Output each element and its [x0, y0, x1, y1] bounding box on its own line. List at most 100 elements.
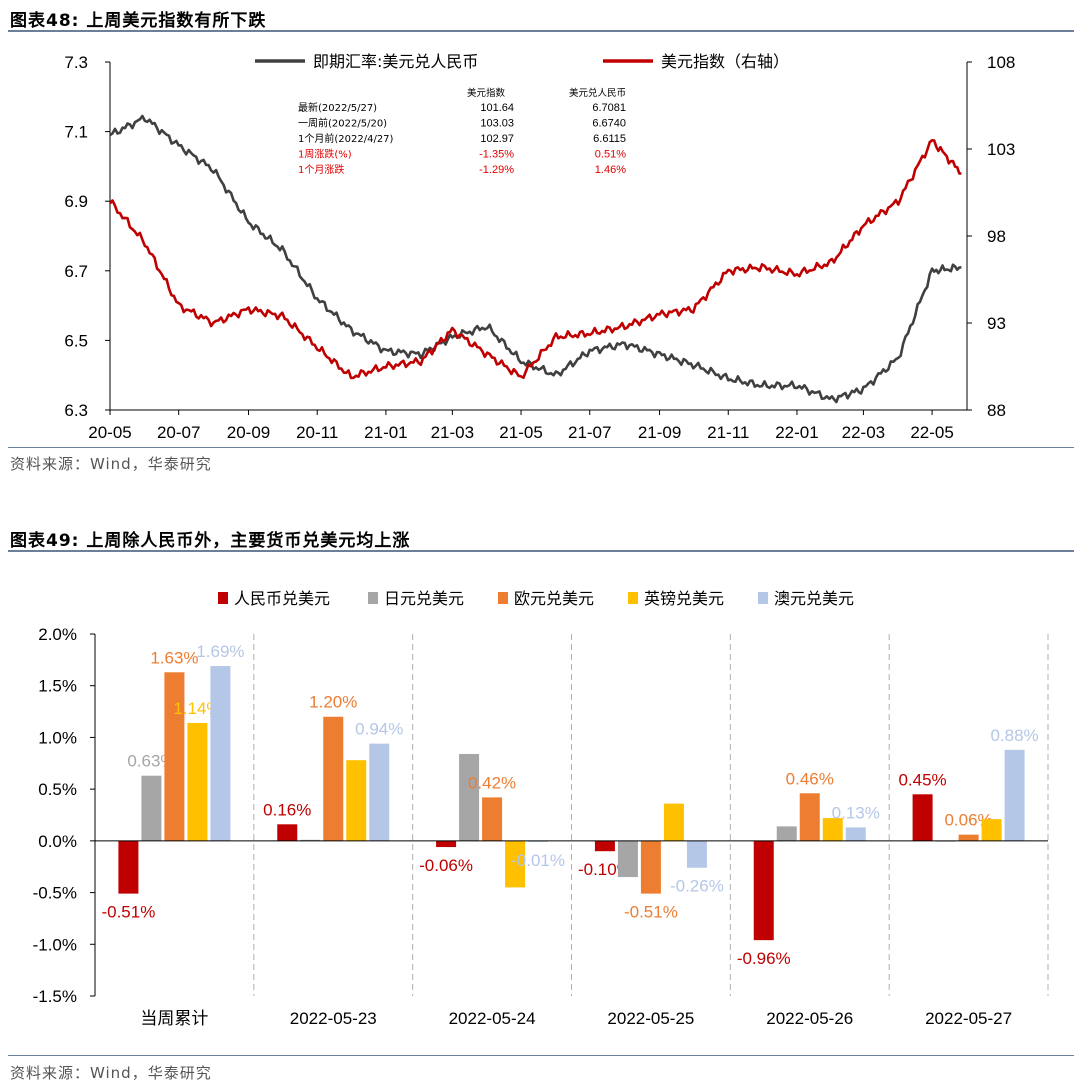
- y-tick-label: 2.0%: [38, 625, 77, 644]
- left-tick-label: 6.9: [64, 192, 88, 211]
- left-tick-label: 6.5: [64, 331, 88, 350]
- x-tick-label: 20-07: [157, 423, 200, 442]
- bar: [640, 840, 661, 894]
- bar: [776, 826, 797, 841]
- left-tick-label: 7.1: [64, 123, 88, 142]
- y-tick-label: -0.5%: [33, 884, 77, 903]
- legend-label: 英镑兑美元: [644, 589, 724, 608]
- figure1-bottom-rule: [8, 447, 1074, 448]
- x-tick-label: 20-09: [227, 423, 270, 442]
- table-cell-dxy: -1.35%: [479, 149, 514, 161]
- legend-swatch: [218, 592, 228, 604]
- figure2-bottom-rule: [8, 1055, 1074, 1056]
- x-tick-label: 20-11: [296, 423, 338, 442]
- x-tick-label: 21-05: [499, 423, 542, 442]
- y-tick-label: -1.0%: [33, 935, 77, 954]
- bar: [958, 834, 979, 841]
- bar: [505, 840, 526, 888]
- y-tick-label: -1.5%: [33, 987, 77, 1006]
- data-label: 0.63%: [127, 752, 175, 771]
- figure2-source: 资料来源：Wind，华泰研究: [10, 1064, 212, 1082]
- y-tick-label: 0.0%: [38, 832, 77, 851]
- bar: [482, 797, 503, 841]
- bar: [164, 672, 185, 841]
- legend-label-cny: 即期汇率:美元兑人民币: [313, 52, 478, 71]
- table-cell-cny: 6.6115: [593, 133, 626, 145]
- bar: [369, 743, 390, 841]
- bar: [210, 666, 231, 841]
- bar: [300, 839, 321, 841]
- right-tick-label: 98: [987, 227, 1006, 246]
- right-tick-label: 93: [987, 314, 1006, 333]
- figure1-line-chart: 7.3 7.1 6.9 6.7 6.5 6.3 108 103 98 93 88 20-05 20-07…: [64, 52, 1015, 442]
- table-col-header: 美元兑人民币: [569, 87, 626, 99]
- data-label: 0.06%: [944, 811, 992, 830]
- x-tick-label: 20-05: [88, 423, 131, 442]
- data-label: 0.16%: [263, 800, 311, 819]
- category-label: 当周累计: [140, 1009, 208, 1029]
- legend-label: 欧元兑美元: [514, 589, 594, 608]
- x-tick-label: 22-01: [775, 423, 818, 442]
- bar: [118, 840, 139, 894]
- bar: [912, 794, 933, 841]
- bar: [822, 818, 843, 841]
- y-tick-label: 0.5%: [38, 780, 77, 799]
- left-tick-label: 6.3: [64, 401, 88, 420]
- category-label: 2022-05-23: [290, 1009, 377, 1028]
- bar: [436, 840, 457, 848]
- right-tick-label: 88: [987, 401, 1006, 420]
- bar: [346, 760, 367, 841]
- table-cell-dxy: 101.64: [480, 102, 514, 114]
- data-label: 0.94%: [355, 720, 403, 739]
- data-label: -0.06%: [419, 856, 473, 875]
- right-tick-label: 103: [987, 140, 1015, 159]
- data-label: -0.26%: [670, 877, 724, 896]
- bar: [277, 824, 298, 841]
- bar: [528, 840, 549, 842]
- right-tick-label: 108: [987, 53, 1015, 72]
- left-tick-label: 7.3: [64, 53, 88, 72]
- legend-swatch: [368, 592, 378, 604]
- figure2-title: 图表49: 上周除人民币外，主要货币兑美元均上涨: [10, 531, 411, 551]
- bar: [981, 819, 1002, 841]
- data-label: 1.14%: [173, 699, 221, 718]
- legend-swatch: [498, 592, 508, 604]
- data-label: 0.13%: [832, 803, 880, 822]
- data-label: 0.88%: [990, 726, 1038, 745]
- data-label: 1.69%: [196, 642, 244, 661]
- bar: [141, 775, 162, 841]
- data-label: -0.96%: [737, 949, 791, 968]
- figure2-bar-chart: 2.0% 1.5% 1.0% 0.5% 0.0% -0.5% -1.0% -1.5% 当周累计 2…: [33, 589, 1049, 1029]
- bar: [845, 827, 866, 841]
- bar: [617, 840, 638, 878]
- table-cell-cny: 0.51%: [595, 149, 626, 161]
- category-label: 2022-05-25: [607, 1009, 694, 1028]
- legend-label-dxy: 美元指数（右轴）: [661, 52, 789, 71]
- category-label: 2022-05-27: [925, 1009, 1012, 1028]
- legend-label: 人民币兑美元: [234, 589, 330, 608]
- legend-swatch: [758, 592, 768, 604]
- table-cell-dxy: 102.97: [480, 133, 514, 145]
- x-tick-label: 21-03: [431, 423, 474, 442]
- table-row-label: 最新(2022/5/27): [298, 101, 377, 114]
- table-row-label: 1个月涨跌: [298, 163, 344, 176]
- bar: [187, 722, 208, 841]
- bar: [753, 840, 774, 941]
- legend-label: 日元兑美元: [384, 589, 464, 608]
- y-tick-label: 1.5%: [38, 677, 77, 696]
- data-label: 1.63%: [150, 648, 198, 667]
- category-label: 2022-05-26: [766, 1009, 853, 1028]
- left-tick-label: 6.7: [64, 262, 88, 281]
- x-tick-label: 21-07: [568, 423, 611, 442]
- bar: [663, 803, 684, 841]
- data-label: 0.45%: [898, 770, 946, 789]
- table-row-label: 1周涨跌(%): [298, 148, 352, 161]
- x-tick-label: 22-03: [842, 423, 885, 442]
- figure1-source: 资料来源：Wind，华泰研究: [10, 455, 212, 473]
- x-tick-label: 21-01: [364, 423, 407, 442]
- x-tick-label: 21-09: [638, 423, 681, 442]
- y-tick-label: 1.0%: [38, 728, 77, 747]
- bar: [799, 793, 820, 841]
- table-cell-dxy: -1.29%: [479, 164, 514, 176]
- bar: [594, 840, 615, 852]
